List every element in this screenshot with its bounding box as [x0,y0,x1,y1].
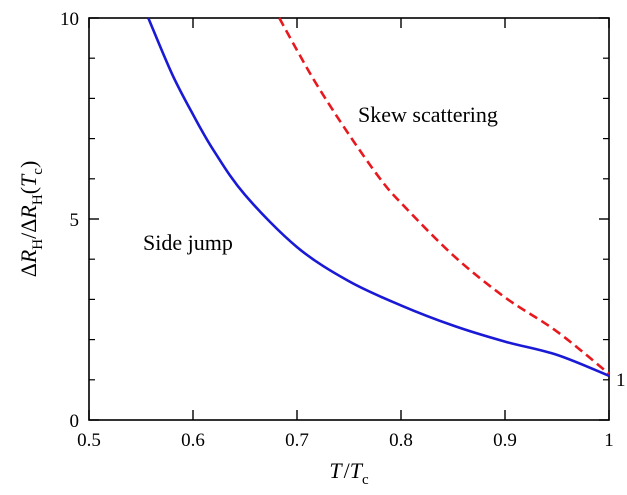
y-axis-title: ΔRH/ΔRH(Tc) [16,161,46,278]
x-tick-label: 0.9 [493,430,517,451]
annotation-skew-scattering: Skew scattering [358,102,498,127]
y-tick-label: 5 [70,210,80,231]
x-tick-label: 0.7 [285,430,309,451]
x-tick-label: 0.8 [389,430,413,451]
y-tick-label: 10 [60,9,79,30]
x-tick-label: 1 [604,430,614,451]
series-line-side-jump [147,17,610,378]
ticks [88,17,610,421]
series-group [147,17,610,378]
plot-frame [88,17,610,421]
annotation-side-jump: Side jump [143,230,233,255]
x-axis-title: T/Tc [329,458,369,488]
series-line-skew-scattering [278,17,610,375]
y-tick-label: 0 [70,411,80,432]
x-tick-label: 0.6 [181,430,205,451]
annotation-value-one: 1 [616,370,626,391]
x-tick-label: 0.5 [77,430,101,451]
